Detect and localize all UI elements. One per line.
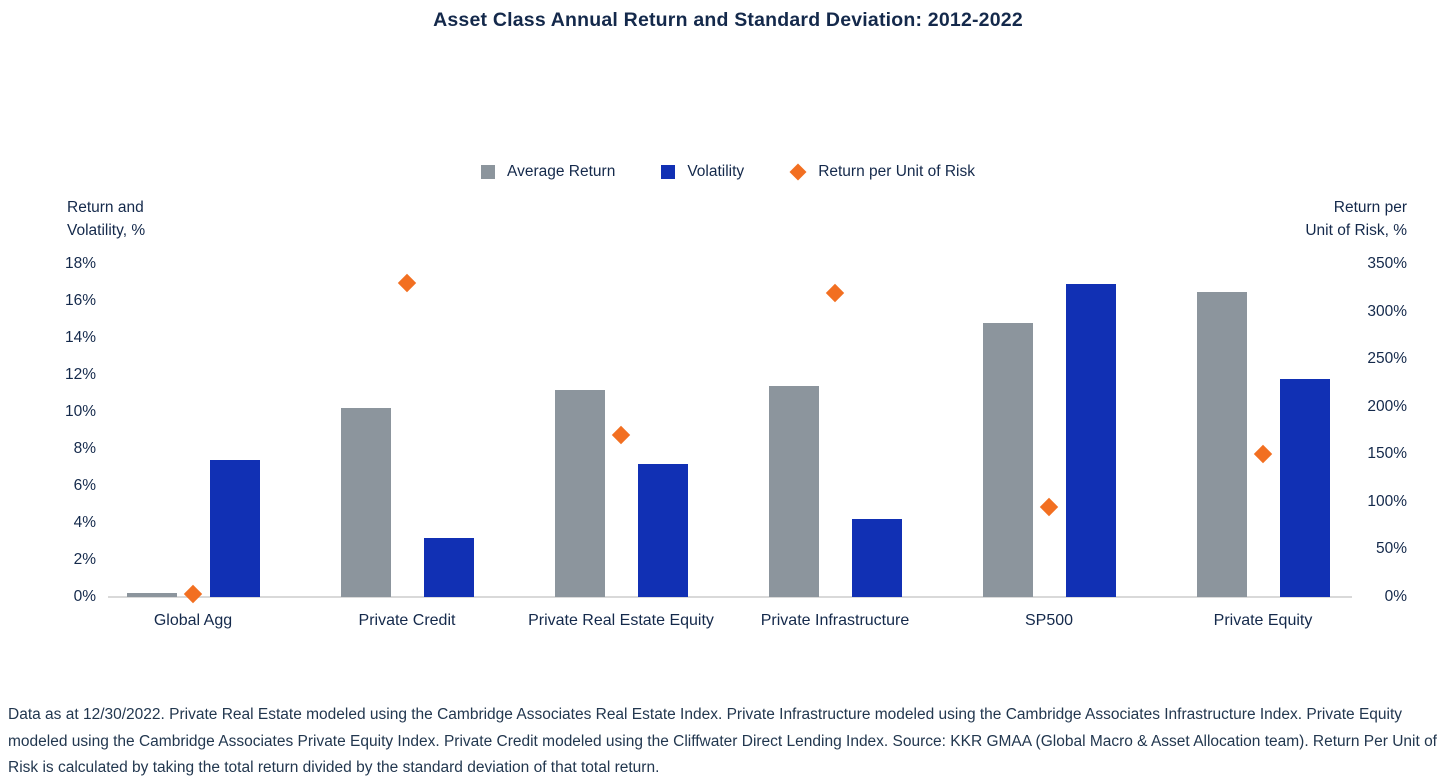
diamond-return-per-unit-of-risk — [1253, 445, 1273, 464]
left-axis-tick-label: 12% — [64, 366, 96, 383]
bar-average-return — [768, 386, 819, 597]
diamond-return-per-unit-of-risk — [1039, 497, 1059, 516]
right-axis-tick-label: 50% — [1375, 540, 1407, 558]
left-axis-tick-label: 8% — [73, 440, 96, 457]
bar-average-return — [1196, 291, 1247, 597]
bar-average-return — [982, 323, 1033, 597]
left-axis-tick-label: 16% — [64, 292, 96, 309]
category-group: Private Infrastructure — [728, 264, 942, 629]
right-axis-ticks: 350% 300% 250% 200% 150% 100% 50% 0% — [1347, 255, 1407, 605]
bar-average-return — [554, 389, 605, 597]
category-group: Private Real Estate Equity — [514, 264, 728, 629]
diamond-return-per-unit-of-risk — [183, 584, 203, 604]
bar-volatility — [1279, 378, 1330, 597]
legend: Average Return Volatility Return per Uni… — [0, 163, 1456, 181]
bar-volatility — [637, 463, 688, 597]
right-axis-tick-label: 200% — [1367, 397, 1407, 415]
legend-label: Volatility — [687, 163, 745, 180]
left-axis-tick-label: 14% — [64, 329, 96, 346]
right-axis-title: Return per Unit of Risk, % — [1305, 196, 1407, 242]
right-axis-title-line1: Return per — [1333, 199, 1407, 216]
footnote: Data as at 12/30/2022. Private Real Esta… — [8, 706, 1437, 776]
right-axis-tick-label: 350% — [1367, 255, 1407, 272]
left-axis-title-line1: Return and — [67, 199, 144, 216]
legend-item-return-per-unit-of-risk: Return per Unit of Risk — [789, 163, 975, 181]
left-axis-title-line2: Volatility, % — [67, 222, 146, 239]
right-axis-tick-label: 100% — [1367, 492, 1407, 510]
category-group: Private Equity — [1156, 264, 1370, 629]
legend-label: Average Return — [507, 163, 616, 180]
right-axis-title-line2: Unit of Risk, % — [1305, 222, 1407, 239]
diamond-return-per-unit-of-risk — [397, 273, 417, 293]
left-axis-tick-label: 4% — [73, 514, 96, 531]
left-axis-tick-label: 0% — [73, 588, 96, 605]
legend-item-volatility: Volatility — [661, 163, 744, 181]
x-axis-category-label: SP500 — [1024, 612, 1074, 629]
diamond-swatch-icon — [789, 163, 807, 181]
bar-average-return — [126, 593, 177, 597]
x-axis-line — [108, 596, 1352, 598]
right-axis-tick-label: 300% — [1367, 302, 1407, 320]
category-group: Private Credit — [300, 264, 514, 629]
legend-label: Return per Unit of Risk — [818, 163, 975, 180]
left-axis-tick-label: 10% — [64, 403, 96, 420]
category-group: Global Agg — [86, 264, 300, 629]
x-axis-category-label: Private Credit — [358, 612, 456, 629]
left-axis-title: Return and Volatility, % — [67, 196, 145, 242]
bar-volatility — [851, 519, 902, 597]
right-axis-tick-label: 0% — [1384, 588, 1407, 605]
diamond-return-per-unit-of-risk — [825, 283, 845, 302]
category-group: SP500 — [942, 264, 1156, 629]
left-axis-ticks: 18% 16% 14% 12% 10% 8% 6% 4% 2% 0% — [40, 255, 96, 605]
chart-title: Asset Class Annual Return and Standard D… — [433, 9, 1023, 31]
x-axis-category-label: Private Equity — [1213, 612, 1313, 629]
bar-volatility — [209, 460, 260, 597]
legend-item-average-return: Average Return — [481, 163, 615, 181]
x-axis-category-label: Global Agg — [153, 612, 233, 629]
left-axis-tick-label: 2% — [73, 551, 96, 568]
right-axis-tick-label: 150% — [1367, 445, 1407, 463]
bar-volatility — [423, 537, 474, 597]
average-return-swatch-icon — [481, 165, 496, 179]
bar-average-return — [340, 408, 391, 597]
left-axis-tick-label: 6% — [73, 477, 96, 494]
volatility-swatch-icon — [661, 165, 676, 179]
bar-volatility — [1065, 284, 1116, 597]
x-axis-category-label: Private Infrastructure — [760, 612, 910, 629]
plot-area: Global Agg Private Credit Private Real Est… — [86, 264, 1370, 629]
left-axis-tick-label: 18% — [64, 255, 96, 272]
x-axis-category-label: Private Real Estate Equity — [528, 612, 714, 629]
right-axis-tick-label: 250% — [1367, 350, 1407, 368]
diamond-return-per-unit-of-risk — [611, 426, 631, 445]
